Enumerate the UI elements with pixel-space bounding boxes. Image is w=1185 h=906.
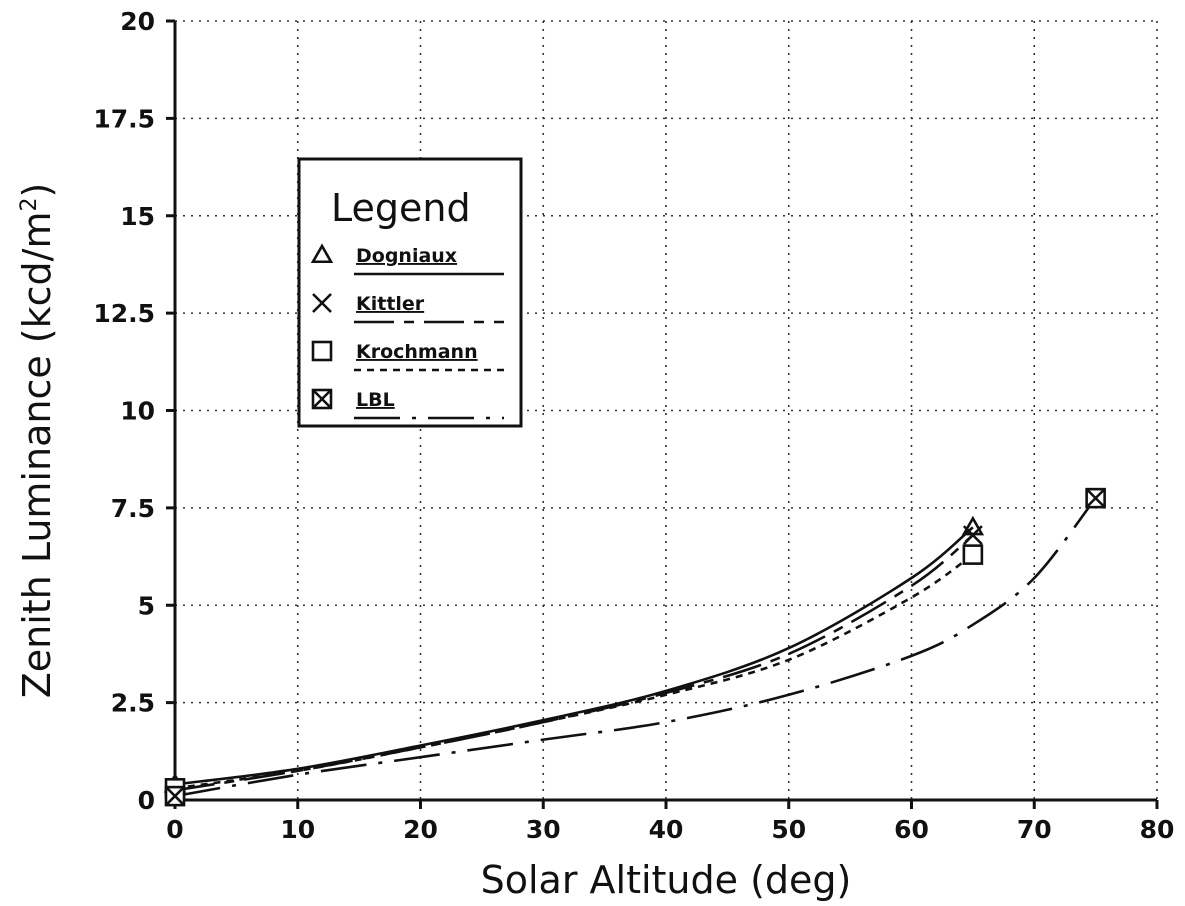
- y-tick-label: 10: [120, 397, 155, 426]
- legend-label-dogniaux: Dogniaux: [356, 245, 457, 267]
- legend-entry-lbl: LBL: [311, 388, 504, 420]
- y-tick-label: 15: [120, 202, 155, 231]
- x-tick-label: 40: [649, 815, 684, 844]
- y-tick-label: 2.5: [111, 689, 155, 718]
- x-tick-label: 30: [526, 815, 561, 844]
- x-tick-label: 60: [894, 815, 929, 844]
- legend-label-lbl: LBL: [356, 389, 395, 411]
- series-lines: [174, 497, 1097, 798]
- x-tick-label: 20: [403, 815, 438, 844]
- legend-marker-kittler: [312, 293, 332, 313]
- legend-entry-dogniaux: Dogniaux: [310, 243, 504, 276]
- legend-entries: Dogniaux Kittler Krochmann LBL: [310, 243, 504, 420]
- y-axis-title-superscript: 2: [17, 198, 42, 212]
- marker-krochmann: [962, 544, 984, 565]
- legend-marker-dogniaux: [310, 243, 334, 264]
- x-tick-label: 0: [166, 815, 183, 844]
- legend-title: Legend: [331, 186, 471, 230]
- legend-box: [297, 157, 523, 428]
- legend-entry-kittler: Kittler: [312, 293, 504, 324]
- y-tick-label: 0: [138, 786, 155, 815]
- gridlines: [175, 20, 1158, 800]
- marker-lbl: [164, 785, 186, 807]
- x-axis-title: Solar Altitude (deg): [481, 858, 852, 902]
- series-line-dogniaux: [174, 526, 974, 786]
- legend-marker-lbl: [311, 388, 333, 410]
- series-markers: [163, 487, 1106, 807]
- legend-label-krochmann: Krochmann: [356, 341, 478, 363]
- series-line-krochmann: [174, 553, 974, 790]
- x-tick-label: 80: [1140, 815, 1175, 844]
- marker-kittler: [962, 525, 983, 546]
- y-axis-title-main: Zenith Luminance (kcd/m: [15, 212, 59, 699]
- x-tick-label: 70: [1017, 815, 1052, 844]
- legend-label-kittler: Kittler: [356, 293, 425, 315]
- marker-dogniaux: [961, 515, 985, 536]
- y-axis-title: Zenith Luminance (kcd/m2): [15, 183, 59, 699]
- ticks: 0 10 20 30 40 50 60 70 80 0 2.5 5 7.5 10 12.5 15 17.5 20: [93, 7, 1174, 844]
- x-tick-label: 10: [280, 815, 315, 844]
- legend-entry-krochmann: Krochmann: [311, 340, 504, 372]
- y-tick-label: 20: [120, 7, 155, 36]
- series-line-kittler: [174, 534, 974, 792]
- legend-marker-krochmann: [311, 340, 333, 362]
- series-line-lbl: [174, 497, 1097, 798]
- y-tick-label: 5: [138, 591, 155, 620]
- y-tick-label: 17.5: [93, 104, 155, 133]
- y-tick-label: 12.5: [93, 299, 155, 328]
- y-tick-label: 7.5: [111, 494, 155, 523]
- marker-lbl: [1085, 487, 1106, 509]
- x-tick-label: 50: [771, 815, 806, 844]
- y-axis-title-suffix: ): [15, 183, 59, 198]
- legend: Legend Dogniaux Kittler Krochmann LBL: [297, 157, 523, 428]
